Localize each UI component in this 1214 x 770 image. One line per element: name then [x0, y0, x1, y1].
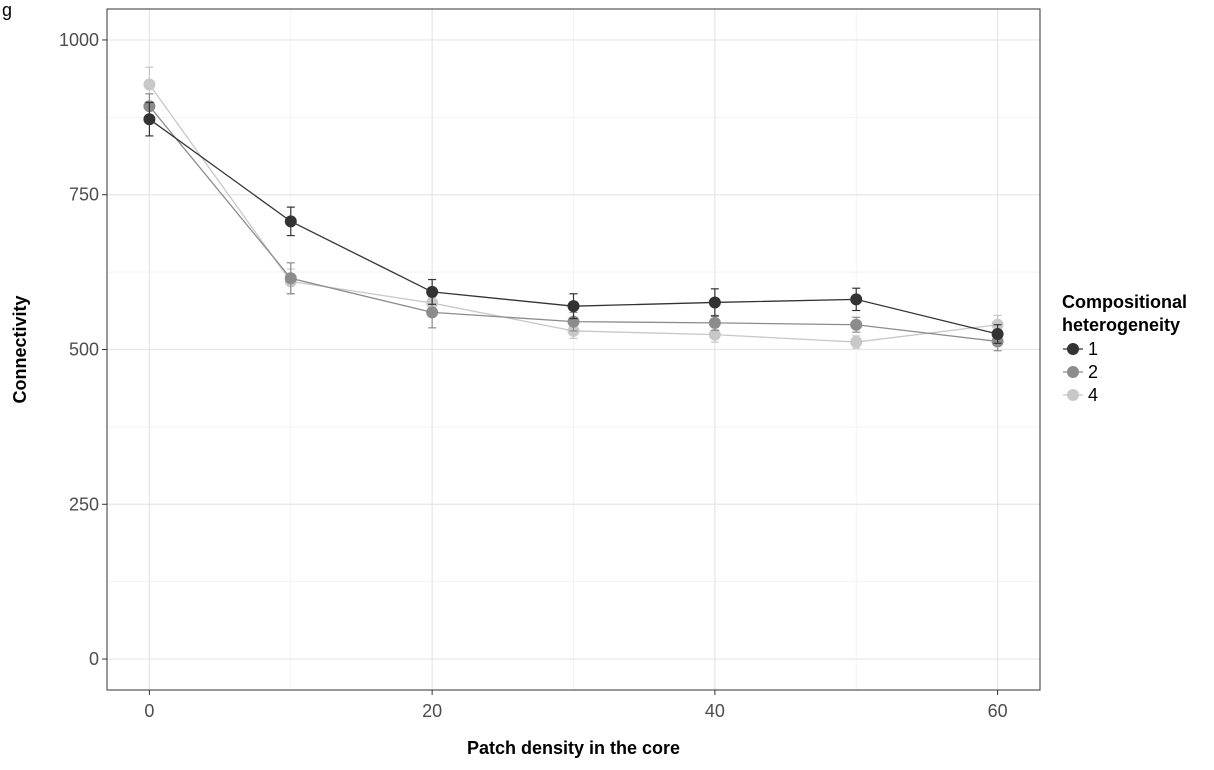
- data-point: [708, 328, 721, 341]
- x-axis-title: Patch density in the core: [467, 738, 680, 758]
- y-tick-label: 1000: [59, 30, 99, 50]
- series-1: [143, 101, 1004, 344]
- y-tick-label: 750: [69, 185, 99, 205]
- grid: [107, 9, 1040, 690]
- y-tick-label: 0: [89, 649, 99, 669]
- x-tick-label: 60: [988, 701, 1008, 721]
- y-tick-label: 500: [69, 340, 99, 360]
- data-point: [284, 272, 297, 285]
- data-point: [143, 78, 156, 91]
- legend-label: 1: [1088, 339, 1098, 359]
- data-point: [708, 296, 721, 309]
- x-tick-label: 0: [144, 701, 154, 721]
- data-point: [850, 336, 863, 349]
- legend-items: 1 2 4: [1063, 339, 1098, 405]
- y-tick-label: 250: [69, 494, 99, 514]
- panel-label: g: [2, 0, 12, 20]
- data-point: [284, 215, 297, 228]
- x-tick-label: 40: [705, 701, 725, 721]
- legend-label: 4: [1088, 385, 1098, 405]
- legend-item-2: 2: [1063, 362, 1098, 382]
- legend-key-point: [1067, 366, 1079, 378]
- legend-title-line-2: heterogeneity: [1062, 315, 1180, 335]
- legend-item-4: 4: [1063, 385, 1098, 405]
- legend-key-point: [1067, 343, 1079, 355]
- data-point: [850, 293, 863, 306]
- axes: 0 20 40 60 0 250 500 750 1000: [59, 30, 1008, 721]
- legend-item-1: 1: [1063, 339, 1098, 359]
- legend: Compositional heterogeneity 1 2 4: [1062, 292, 1187, 405]
- series-layer: [143, 66, 1004, 352]
- data-point: [143, 113, 156, 126]
- data-point: [426, 306, 439, 319]
- data-point: [567, 300, 580, 313]
- legend-key-point: [1067, 389, 1079, 401]
- x-tick-label: 20: [422, 701, 442, 721]
- data-point: [850, 318, 863, 331]
- data-point: [426, 285, 439, 298]
- y-axis-title: Connectivity: [10, 295, 30, 403]
- data-point: [991, 328, 1004, 341]
- data-point: [708, 316, 721, 329]
- legend-label: 2: [1088, 362, 1098, 382]
- legend-title-line-1: Compositional: [1062, 292, 1187, 312]
